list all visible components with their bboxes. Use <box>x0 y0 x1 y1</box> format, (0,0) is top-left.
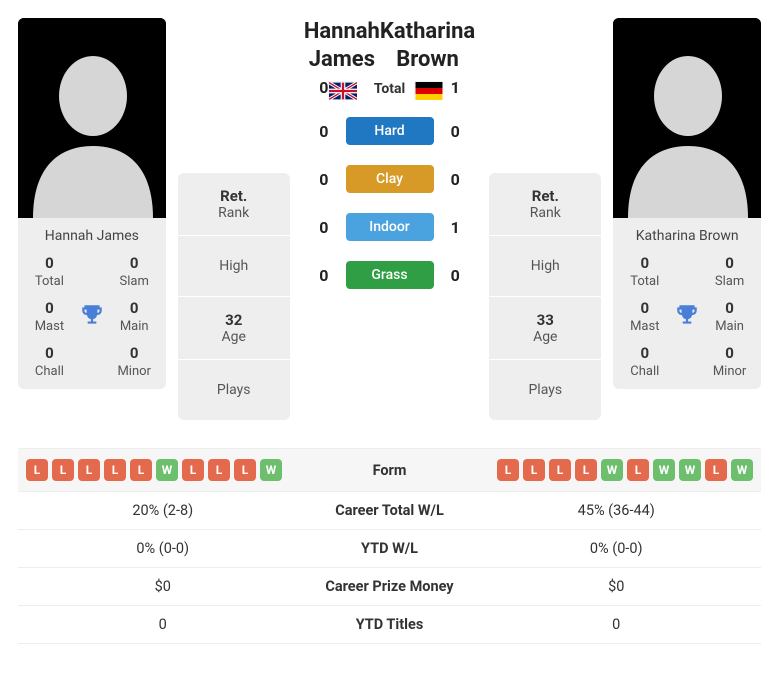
form-badge[interactable]: L <box>549 459 571 481</box>
player-name-right[interactable]: Katharina Brown <box>613 218 761 250</box>
h2h-row-hard: 0 Hard 0 <box>302 107 477 155</box>
compare-right: 0 <box>480 616 754 633</box>
form-badge[interactable]: L <box>26 459 48 481</box>
player-card-left: Hannah James 0 Total 0 Slam 0 Mast 0 Mai… <box>18 18 166 389</box>
titles-slam: 0 Slam <box>111 254 158 289</box>
form-badge[interactable]: L <box>78 459 100 481</box>
compare-row: LLLLLWLLLWFormLLLLWLWWLW <box>18 448 761 492</box>
form-badge[interactable]: W <box>156 459 178 481</box>
silhouette-icon <box>18 18 166 218</box>
top-section: Hannah James 0 Total 0 Slam 0 Mast 0 Mai… <box>18 18 761 420</box>
h2h-left-val: 0 <box>310 122 338 141</box>
titles-chall: 0 Chall <box>26 344 73 379</box>
compare-right: $0 <box>480 578 754 595</box>
form-badge[interactable]: W <box>679 459 701 481</box>
h2h-left-val: 0 <box>310 266 338 285</box>
compare-row: $0Career Prize Money$0 <box>18 568 761 606</box>
titles-minor: 0 Minor <box>706 344 753 379</box>
form-badge[interactable]: L <box>104 459 126 481</box>
avatar-left <box>18 18 166 218</box>
h2h-row-clay: 0 Clay 0 <box>302 155 477 203</box>
titles-total: 0 Total <box>621 254 668 289</box>
compare-row: 20% (2-8)Career Total W/L45% (36-44) <box>18 492 761 530</box>
compare-label: Form <box>300 462 480 479</box>
form-badge[interactable]: W <box>653 459 675 481</box>
compare-right: 0% (0-0) <box>480 540 754 557</box>
player-name-left[interactable]: Hannah James <box>18 218 166 250</box>
titles-mast: 0 Mast <box>621 299 668 334</box>
form-badge[interactable]: L <box>627 459 649 481</box>
compare-right: 45% (36-44) <box>480 502 754 519</box>
titles-chall: 0 Chall <box>621 344 668 379</box>
form-badge[interactable]: L <box>208 459 230 481</box>
plays-row: Plays <box>489 360 601 420</box>
titles-main: 0 Main <box>706 299 753 334</box>
compare-label: Career Prize Money <box>300 578 480 595</box>
plays-row: Plays <box>178 360 290 420</box>
form-badge[interactable]: L <box>130 459 152 481</box>
form-badge[interactable]: L <box>182 459 204 481</box>
titles-slam: 0 Slam <box>706 254 753 289</box>
titles-main: 0 Main <box>111 299 158 334</box>
h2h-left-val: 0 <box>310 218 338 237</box>
form-badge[interactable]: W <box>601 459 623 481</box>
player-card-right: Katharina Brown 0 Total 0 Slam 0 Mast 0 … <box>613 18 761 389</box>
form-badge[interactable]: W <box>731 459 753 481</box>
titles-mast: 0 Mast <box>26 299 73 334</box>
compare-left: 20% (2-8) <box>26 502 300 519</box>
trophy-icon <box>79 302 105 332</box>
surface-chip[interactable]: Grass <box>346 261 434 289</box>
compare-left: 0% (0-0) <box>26 540 300 557</box>
compare-table: LLLLLWLLLWFormLLLLWLWWLW20% (2-8)Career … <box>18 448 761 644</box>
h2h-total: 0 Total 1 <box>302 68 477 107</box>
titles-grid-right: 0 Total 0 Slam 0 Mast 0 Main 0 Chall <box>613 250 761 389</box>
high-row: High <box>178 236 290 297</box>
h2h-right-val: 1 <box>441 218 469 237</box>
form-badge[interactable]: L <box>52 459 74 481</box>
avatar-right <box>613 18 761 218</box>
age-row: 33 Age <box>489 297 601 360</box>
age-row: 32 Age <box>178 297 290 360</box>
h2h-row-grass: 0 Grass 0 <box>302 251 477 299</box>
trophy-icon <box>674 302 700 332</box>
titles-grid-left: 0 Total 0 Slam 0 Mast 0 Main 0 Chall <box>18 250 166 389</box>
compare-left: $0 <box>26 578 300 595</box>
rank-row: Ret. Rank <box>489 173 601 236</box>
h2h-left-val: 0 <box>310 170 338 189</box>
rank-row: Ret. Rank <box>178 173 290 236</box>
compare-label: YTD Titles <box>300 616 480 633</box>
silhouette-icon <box>613 18 761 218</box>
compare-label: YTD W/L <box>300 540 480 557</box>
form-badge[interactable]: L <box>705 459 727 481</box>
center-column: Hannah James Katharina Brown <box>302 18 477 299</box>
h2h-list: 0 Total 1 0Hard00Clay00Indoor10Grass0 <box>302 110 477 299</box>
compare-left: 0 <box>26 616 300 633</box>
surface-chip[interactable]: Clay <box>346 165 434 193</box>
compare-row: 0YTD Titles0 <box>18 606 761 644</box>
h2h-row-indoor: 0 Indoor 1 <box>302 203 477 251</box>
high-row: High <box>489 236 601 297</box>
info-card-left: Ret. Rank High 32 Age Plays <box>178 173 290 420</box>
surface-chip[interactable]: Indoor <box>346 213 434 241</box>
titles-total: 0 Total <box>26 254 73 289</box>
form-badge[interactable]: L <box>523 459 545 481</box>
form-badge[interactable]: W <box>260 459 282 481</box>
compare-label: Career Total W/L <box>300 502 480 519</box>
h2h-right-val: 0 <box>441 266 469 285</box>
titles-minor: 0 Minor <box>111 344 158 379</box>
h2h-right-val: 0 <box>441 122 469 141</box>
compare-row: 0% (0-0)YTD W/L0% (0-0) <box>18 530 761 568</box>
form-badge[interactable]: L <box>234 459 256 481</box>
h2h-right-val: 0 <box>441 170 469 189</box>
info-card-right: Ret. Rank High 33 Age Plays <box>489 173 601 420</box>
surface-chip[interactable]: Hard <box>346 117 434 145</box>
form-badge[interactable]: L <box>497 459 519 481</box>
form-strip: LLLLWLWWLW <box>480 459 754 481</box>
form-badge[interactable]: L <box>575 459 597 481</box>
form-strip: LLLLLWLLLW <box>26 459 300 481</box>
